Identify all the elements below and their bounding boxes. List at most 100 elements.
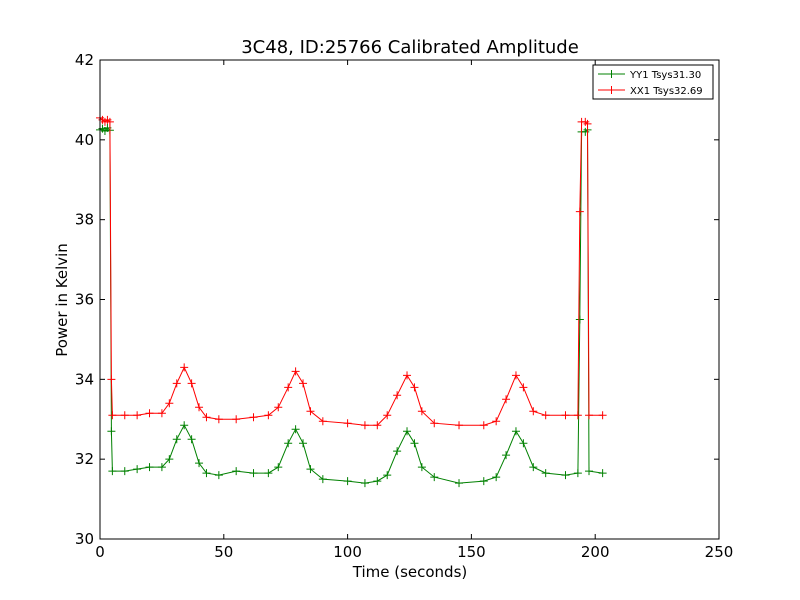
x-tick-label: 50 — [214, 543, 233, 561]
legend-marker-1 — [607, 86, 616, 94]
series-1-point-25 — [306, 407, 315, 416]
x-tick-label: 250 — [705, 543, 734, 561]
series-0-point-6 — [108, 467, 117, 476]
series-1-point-41 — [519, 383, 528, 392]
series-1-point-29 — [373, 421, 382, 430]
x-axis-label: Time (seconds) — [352, 563, 468, 581]
series-1-point-22 — [284, 383, 293, 392]
series-1-point-6 — [108, 411, 117, 420]
plot-series — [96, 113, 607, 488]
legend-label-0: YY1 Tsys31.30 — [629, 70, 701, 81]
y-tick-label: 36 — [75, 291, 94, 309]
series-1-point-14 — [187, 379, 196, 388]
series-1-point-31 — [393, 391, 402, 400]
series-1-point-11 — [165, 399, 174, 408]
series-0-point-44 — [561, 471, 570, 480]
series-0-point-16 — [202, 469, 211, 478]
series-1-point-20 — [264, 411, 273, 420]
series-0-point-50 — [585, 467, 594, 476]
series-1-point-16 — [202, 413, 211, 422]
series-0-point-35 — [430, 473, 439, 482]
series-1-point-35 — [430, 419, 439, 428]
series-0-point-26 — [318, 475, 327, 484]
series-0-point-7 — [120, 467, 129, 476]
series-1-point-43 — [541, 411, 550, 420]
series-0-point-51 — [598, 469, 607, 478]
series-0-point-5 — [107, 427, 116, 436]
series-1-point-32 — [403, 371, 412, 380]
series-1-point-26 — [318, 417, 327, 426]
series-1-point-12 — [172, 379, 181, 388]
series-0-point-24 — [299, 439, 308, 448]
x-tick-label: 150 — [457, 543, 486, 561]
series-0-point-40 — [511, 427, 520, 436]
series-1-point-49 — [583, 119, 592, 128]
series-1-point-21 — [274, 403, 283, 412]
series-0-point-38 — [492, 473, 501, 482]
legend-marker-0 — [607, 70, 616, 78]
chart-title: 3C48, ID:25766 Calibrated Amplitude — [241, 37, 579, 58]
series-1-point-9 — [145, 409, 154, 418]
series-1-point-36 — [455, 421, 464, 430]
series-1-point-48 — [581, 117, 590, 126]
series-1-point-28 — [360, 421, 369, 430]
series-line-0 — [99, 127, 603, 484]
y-tick-label: 38 — [75, 211, 94, 229]
series-1-point-18 — [232, 415, 241, 424]
axis-ticks: 0 50 100 150 200 250 30 32 34 36 38 40 42 — [75, 51, 733, 561]
series-1-point-45 — [573, 411, 582, 420]
series-0-point-11 — [165, 455, 174, 464]
legend-box — [592, 64, 714, 100]
series-0-point-42 — [529, 463, 538, 472]
series-line-1 — [99, 117, 603, 426]
series-0-point-28 — [360, 479, 369, 488]
series-1-point-8 — [133, 411, 142, 420]
series-0-point-12 — [172, 435, 181, 444]
series-0-point-32 — [403, 427, 412, 436]
series-0-point-22 — [284, 439, 293, 448]
series-1-point-34 — [417, 407, 426, 416]
series-0-point-48 — [581, 127, 590, 136]
series-0-point-36 — [455, 479, 464, 488]
series-0-point-25 — [306, 465, 315, 474]
y-tick-label: 40 — [75, 131, 94, 149]
x-tick-label: 0 — [95, 543, 105, 561]
series-0-point-31 — [393, 447, 402, 456]
series-0-point-43 — [541, 469, 550, 478]
y-tick-label: 34 — [75, 370, 94, 388]
series-0-point-9 — [145, 463, 154, 472]
series-0-point-10 — [157, 463, 166, 472]
series-0-point-23 — [291, 425, 300, 434]
series-1-point-5 — [107, 375, 116, 384]
series-1-point-7 — [120, 411, 129, 420]
x-tick-label: 100 — [333, 543, 362, 561]
series-0-point-29 — [373, 477, 382, 486]
y-tick-label: 42 — [75, 51, 94, 69]
series-0-point-17 — [214, 471, 223, 480]
series-0-point-15 — [195, 459, 204, 468]
series-0-point-41 — [519, 439, 528, 448]
series-1-point-50 — [585, 411, 594, 420]
series-1-point-17 — [214, 415, 223, 424]
series-1-point-44 — [561, 411, 570, 420]
series-0-point-20 — [264, 469, 273, 478]
series-0-point-13 — [180, 421, 189, 430]
series-0-point-46 — [575, 315, 584, 324]
series-0-point-39 — [502, 451, 511, 460]
series-1-point-51 — [598, 411, 607, 420]
series-1-point-10 — [157, 409, 166, 418]
y-axis-label: Power in Kelvin — [53, 243, 71, 357]
series-0-point-37 — [479, 477, 488, 486]
series-1-point-4 — [105, 117, 114, 126]
series-0-point-21 — [274, 463, 283, 472]
series-1-point-46 — [575, 207, 584, 216]
series-1-point-33 — [410, 383, 419, 392]
series-1-point-27 — [343, 419, 352, 428]
series-1-point-40 — [511, 371, 520, 380]
series-0-point-30 — [383, 471, 392, 480]
series-1-point-42 — [529, 407, 538, 416]
series-0-point-19 — [249, 469, 258, 478]
series-1-point-30 — [383, 411, 392, 420]
plot-frame — [99, 59, 720, 540]
